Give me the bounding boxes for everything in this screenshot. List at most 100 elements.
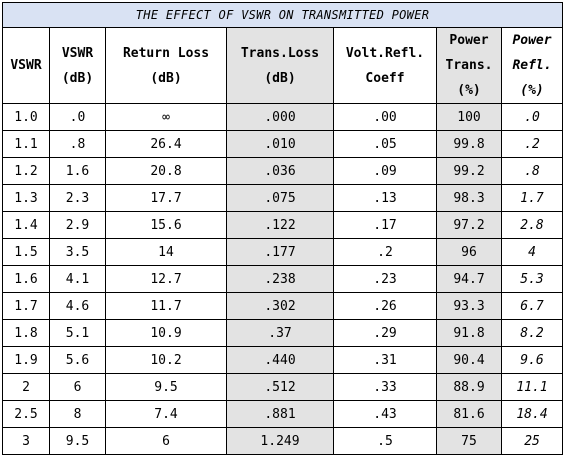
volt-refl-coeff-cell: .5 <box>333 427 437 455</box>
return-loss-cell: 17.7 <box>105 184 227 212</box>
return-loss-cell: 6 <box>105 427 227 455</box>
power-trans-cell: 97.2 <box>436 211 502 239</box>
power-refl-cell: 11.1 <box>500 373 564 401</box>
vswr-cell: 1.6 <box>2 265 50 293</box>
trans-loss-cell: .075 <box>226 184 334 212</box>
header-power-refl: Power Refl. (%) <box>500 27 564 104</box>
table-row: 1.1.8 26.4.010.05 99.8.2 <box>2 130 564 158</box>
vswr-db-cell: 2.9 <box>49 211 106 239</box>
vswr-cell: 1.4 <box>2 211 50 239</box>
table-row: 1.8 5.1 10.9.37.29 91.8 8.2 <box>2 319 564 347</box>
table-row: 1.3 2.3 17.7.075.13 98.3 1.7 <box>2 184 564 212</box>
trans-loss-cell: .302 <box>226 292 334 320</box>
power-refl-cell: 9.6 <box>500 346 564 374</box>
vswr-cell: 1.3 <box>2 184 50 212</box>
volt-refl-coeff-cell: .2 <box>333 238 437 266</box>
power-trans-cell: 96 <box>436 238 502 266</box>
power-refl-cell: 25 <box>500 427 564 455</box>
power-trans-cell: 90.4 <box>436 346 502 374</box>
vswr-db-cell: 4.6 <box>49 292 106 320</box>
table-row: 1.5 3.5 14.177.2 96 4 <box>2 238 564 266</box>
table-row: 3 9.5 6 1.249.5 75 25 <box>2 427 564 455</box>
volt-refl-coeff-cell: .31 <box>333 346 437 374</box>
vswr-cell: 2 <box>2 373 50 401</box>
return-loss-cell: 26.4 <box>105 130 227 158</box>
return-loss-cell: 11.7 <box>105 292 227 320</box>
power-trans-cell: 99.2 <box>436 157 502 185</box>
trans-loss-cell: .512 <box>226 373 334 401</box>
return-loss-cell: 15.6 <box>105 211 227 239</box>
vswr-cell: 1.0 <box>2 103 50 131</box>
trans-loss-cell: .177 <box>226 238 334 266</box>
table-row: 1.6 4.1 12.7.238.23 94.7 5.3 <box>2 265 564 293</box>
volt-refl-coeff-cell: .00 <box>333 103 437 131</box>
power-refl-cell: 5.3 <box>500 265 564 293</box>
power-trans-cell: 91.8 <box>436 319 502 347</box>
vswr-cell: 2.5 <box>2 400 50 428</box>
header-vswr: VSWR <box>2 27 50 104</box>
power-refl-cell: .2 <box>500 130 564 158</box>
vswr-cell: 1.2 <box>2 157 50 185</box>
header-return-loss: Return Loss (dB) <box>105 27 227 104</box>
power-refl-cell: 1.7 <box>500 184 564 212</box>
volt-refl-coeff-cell: .33 <box>333 373 437 401</box>
vswr-db-cell: 3.5 <box>49 238 106 266</box>
power-trans-cell: 93.3 <box>436 292 502 320</box>
vswr-db-cell: 1.6 <box>49 157 106 185</box>
trans-loss-cell: .881 <box>226 400 334 428</box>
return-loss-cell: 10.2 <box>105 346 227 374</box>
header-row: VSWR VSWR (dB) Return Loss (dB) Trans.Loss… <box>2 27 564 104</box>
vswr-db-cell: 6 <box>49 373 106 401</box>
header-power-trans: Power Trans. (%) <box>436 27 502 104</box>
vswr-cell: 1.5 <box>2 238 50 266</box>
volt-refl-coeff-cell: .05 <box>333 130 437 158</box>
table-row: 1.2 1.6 20.8.036.09 99.2.8 <box>2 157 564 185</box>
vswr-db-cell: .0 <box>49 103 106 131</box>
vswr-cell: 3 <box>2 427 50 455</box>
volt-refl-coeff-cell: .29 <box>333 319 437 347</box>
trans-loss-cell: .036 <box>226 157 334 185</box>
power-trans-cell: 94.7 <box>436 265 502 293</box>
table-row: 1.7 4.6 11.7.302.26 93.3 6.7 <box>2 292 564 320</box>
trans-loss-cell: .440 <box>226 346 334 374</box>
vswr-db-cell: 5.1 <box>49 319 106 347</box>
header-vswr-db: VSWR (dB) <box>49 27 106 104</box>
vswr-db-cell: 5.6 <box>49 346 106 374</box>
volt-refl-coeff-cell: .43 <box>333 400 437 428</box>
vswr-db-cell: .8 <box>49 130 106 158</box>
return-loss-cell: 7.4 <box>105 400 227 428</box>
power-trans-cell: 99.8 <box>436 130 502 158</box>
power-refl-cell: 4 <box>500 238 564 266</box>
trans-loss-cell: 1.249 <box>226 427 334 455</box>
power-trans-cell: 75 <box>436 427 502 455</box>
power-trans-cell: 98.3 <box>436 184 502 212</box>
return-loss-cell: 14 <box>105 238 227 266</box>
volt-refl-coeff-cell: .26 <box>333 292 437 320</box>
return-loss-cell: 12.7 <box>105 265 227 293</box>
power-refl-cell: .0 <box>500 103 564 131</box>
volt-refl-coeff-cell: .17 <box>333 211 437 239</box>
table-row: 2 6 9.5.512.33 88.9 11.1 <box>2 373 564 401</box>
power-refl-cell: 6.7 <box>500 292 564 320</box>
volt-refl-coeff-cell: .13 <box>333 184 437 212</box>
return-loss-cell: 10.9 <box>105 319 227 347</box>
vswr-cell: 1.1 <box>2 130 50 158</box>
vswr-cell: 1.9 <box>2 346 50 374</box>
table-row: 2.5 8 7.4.881.43 81.6 18.4 <box>2 400 564 428</box>
power-trans-cell: 88.9 <box>436 373 502 401</box>
power-refl-cell: 18.4 <box>500 400 564 428</box>
trans-loss-cell: .122 <box>226 211 334 239</box>
return-loss-cell: 9.5 <box>105 373 227 401</box>
power-trans-cell: 81.6 <box>436 400 502 428</box>
header-volt-refl-coeff: Volt.Refl. Coeff <box>333 27 437 104</box>
table-row: 1.9 5.6 10.2.440.31 90.4 9.6 <box>2 346 564 374</box>
power-refl-cell: 2.8 <box>500 211 564 239</box>
table-row: 1.4 2.9 15.6.122.17 97.2 2.8 <box>2 211 564 239</box>
power-refl-cell: .8 <box>500 157 564 185</box>
return-loss-cell: ∞ <box>105 103 227 131</box>
volt-refl-coeff-cell: .09 <box>333 157 437 185</box>
table-row: 1.0.0 ∞ .000.00 100.0 <box>2 103 564 131</box>
vswr-db-cell: 9.5 <box>49 427 106 455</box>
vswr-db-cell: 2.3 <box>49 184 106 212</box>
